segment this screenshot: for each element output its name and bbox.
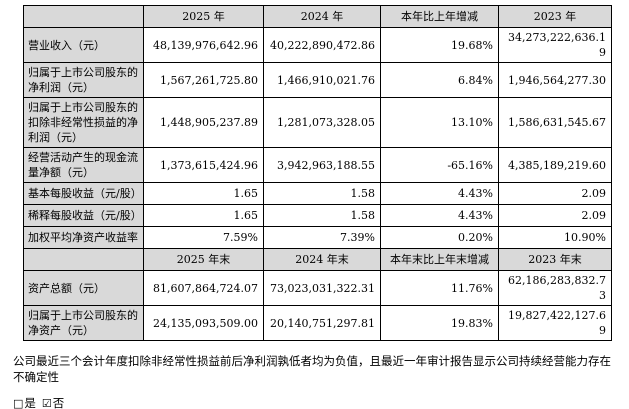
value-change: 19.83%	[380, 305, 499, 341]
value-2025: 48,139,976,642.96	[143, 27, 264, 63]
key-accounting-data-table: 2025 年 2024 年 本年比上年增减 2023 年 营业收入（元） 48,…	[23, 5, 612, 341]
yearend-header-2023: 2023 年末	[498, 248, 612, 271]
value-change: 0.20%	[380, 226, 499, 249]
value-2025: 81,607,864,724.07	[143, 270, 264, 306]
value-change: 4.43%	[380, 204, 499, 227]
value-2024: 1,281,073,328.05	[263, 97, 381, 148]
yearend-header-2025: 2025 年末	[143, 248, 264, 271]
value-2024: 1.58	[263, 182, 381, 205]
annual-header-2025: 2025 年	[143, 5, 264, 28]
yes-label: 是	[24, 396, 36, 409]
value-2023: 4,385,189,219.60	[498, 147, 612, 183]
value-change: -65.16%	[380, 147, 499, 183]
value-2023: 1,586,631,545.67	[498, 97, 612, 148]
checkbox-unchecked-icon[interactable]: □	[13, 397, 24, 409]
yearend-header-blank-cell	[23, 248, 144, 271]
no-label: 否	[52, 396, 65, 409]
value-2025: 7.59%	[143, 226, 264, 249]
value-2025: 1.65	[143, 182, 264, 205]
table-row-net-assets: 归属于上市公司股东的净资产（元） 24,135,093,509.00 20,14…	[23, 305, 612, 341]
table-row-total-assets: 资产总额（元） 81,607,864,724.07 73,023,031,322…	[23, 270, 612, 306]
table-row-diluted-eps: 稀释每股收益（元/股） 1.65 1.58 4.43% 2.09	[23, 204, 612, 227]
value-2025: 1,567,261,725.80	[143, 62, 264, 98]
value-2023: 62,186,283,832.73	[498, 270, 612, 306]
table-row-operating-cashflow: 经营活动产生的现金流量净额（元） 1,373,615,424.96 3,942,…	[23, 147, 612, 183]
value-change: 11.76%	[380, 270, 499, 306]
value-2024: 7.39%	[263, 226, 381, 249]
checkbox-yes-option-1[interactable]: □是	[13, 396, 36, 409]
value-change: 13.10%	[380, 97, 499, 148]
table-row-basic-eps: 基本每股收益（元/股） 1.65 1.58 4.43% 2.09	[23, 182, 612, 205]
table-row-revenue: 营业收入（元） 48,139,976,642.96 40,222,890,472…	[23, 27, 612, 63]
value-2024: 73,023,031,322.31	[263, 270, 381, 306]
note-statement-1: 公司最近三个会计年度扣除非经常性损益前后净利润孰低者均为负值，且最近一年审计报告…	[13, 354, 611, 384]
value-2024: 3,942,963,188.55	[263, 147, 381, 183]
row-label: 资产总额（元）	[23, 270, 144, 306]
table-row-net-profit: 归属于上市公司股东的净利润（元） 1,567,261,725.80 1,466,…	[23, 62, 612, 98]
annual-header-row: 2025 年 2024 年 本年比上年增减 2023 年	[23, 5, 612, 28]
value-2025: 1,448,905,237.89	[143, 97, 264, 148]
value-2023: 19,827,422,127.69	[498, 305, 612, 341]
value-2024: 1.58	[263, 204, 381, 227]
yearend-header-change: 本年末比上年末增减	[380, 248, 499, 271]
checkbox-no-option-1[interactable]: ☑否	[42, 396, 64, 409]
checkbox-checked-icon[interactable]: ☑	[41, 397, 52, 409]
value-2025: 1.65	[143, 204, 264, 227]
row-label: 归属于上市公司股东的净资产（元）	[23, 305, 144, 341]
table-row-weighted-roe: 加权平均净资产收益率 7.59% 7.39% 0.20% 10.90%	[23, 226, 612, 249]
value-2025: 1,373,615,424.96	[143, 147, 264, 183]
row-label: 基本每股收益（元/股）	[23, 182, 144, 205]
value-2024: 40,222,890,472.86	[263, 27, 381, 63]
annual-header-blank-cell	[23, 5, 144, 28]
annual-header-2024: 2024 年	[263, 5, 381, 28]
value-change: 19.68%	[380, 27, 499, 63]
value-2024: 1,466,910,021.76	[263, 62, 381, 98]
note-1-answer: □是 ☑否	[13, 395, 613, 409]
row-label: 经营活动产生的现金流量净额（元）	[23, 147, 144, 183]
value-2023: 10.90%	[498, 226, 612, 249]
row-label: 营业收入（元）	[23, 27, 144, 63]
annual-header-2023: 2023 年	[498, 5, 612, 28]
value-change: 4.43%	[380, 182, 499, 205]
footnotes-section: 公司最近三个会计年度扣除非经常性损益前后净利润孰低者均为负值，且最近一年审计报告…	[13, 353, 613, 409]
annual-header-change: 本年比上年增减	[380, 5, 499, 28]
value-2023: 34,273,222,636.19	[498, 27, 612, 63]
value-2024: 20,140,751,297.81	[263, 305, 381, 341]
yearend-header-2024: 2024 年末	[263, 248, 381, 271]
value-2023: 2.09	[498, 182, 612, 205]
row-label: 稀释每股收益（元/股）	[23, 204, 144, 227]
row-label: 归属于上市公司股东的净利润（元）	[23, 62, 144, 98]
row-label: 加权平均净资产收益率	[23, 226, 144, 249]
value-2023: 1,946,564,277.30	[498, 62, 612, 98]
yearend-header-row: 2025 年末 2024 年末 本年末比上年末增减 2023 年末	[23, 248, 612, 271]
table-row-net-profit-deducted: 归属于上市公司股东的扣除非经常性损益的净利润（元） 1,448,905,237.…	[23, 97, 612, 148]
row-label: 归属于上市公司股东的扣除非经常性损益的净利润（元）	[23, 97, 144, 148]
value-change: 6.84%	[380, 62, 499, 98]
value-2023: 2.09	[498, 204, 612, 227]
value-2025: 24,135,093,509.00	[143, 305, 264, 341]
